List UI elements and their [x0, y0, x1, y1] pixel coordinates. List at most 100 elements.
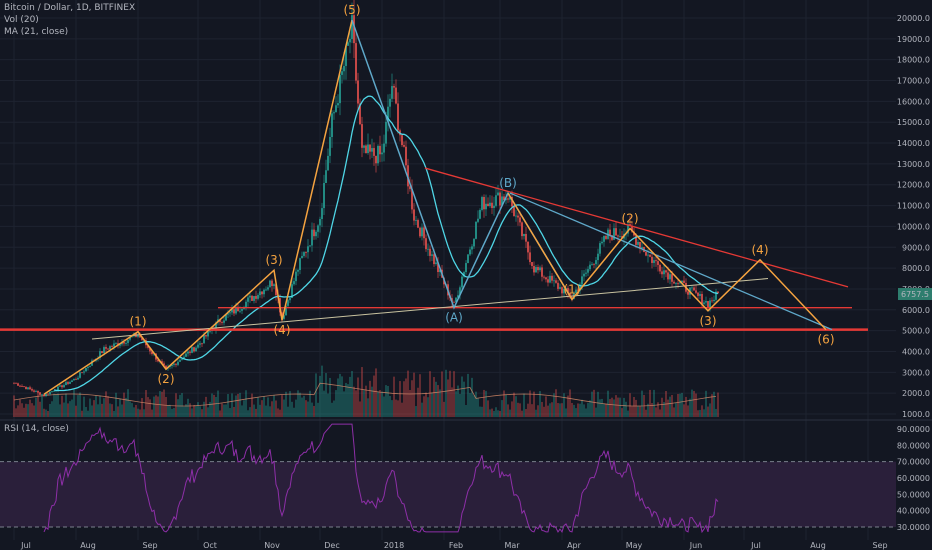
- volume-bar: [191, 408, 193, 417]
- volume-bar: [71, 399, 73, 417]
- volume-bar: [361, 367, 363, 417]
- candle-body: [311, 229, 313, 246]
- volume-bar: [331, 402, 333, 417]
- candle-body: [429, 248, 431, 256]
- volume-bar: [417, 387, 419, 417]
- volume-bar: [649, 389, 651, 417]
- candle-body: [119, 344, 121, 346]
- candle-body: [431, 254, 433, 256]
- volume-bar: [441, 371, 443, 417]
- volume-bar: [547, 405, 549, 417]
- candle-body: [699, 294, 701, 296]
- y-tick-label: 16000.0: [897, 97, 930, 106]
- volume-bar: [689, 398, 691, 417]
- volume-bar: [709, 403, 711, 417]
- volume-bar: [507, 404, 509, 417]
- volume-bar: [373, 375, 375, 417]
- volume-bar: [259, 404, 261, 417]
- volume-bar: [91, 405, 93, 417]
- rsi-tick-label: 70.0000: [897, 458, 930, 467]
- candle-body: [433, 254, 435, 265]
- volume-bar: [585, 408, 587, 417]
- volume-bar: [691, 389, 693, 417]
- volume-bar: [363, 389, 365, 417]
- volume-bar: [583, 404, 585, 417]
- volume-bar: [545, 396, 547, 417]
- volume-bar: [549, 403, 551, 417]
- candle-body: [237, 306, 239, 312]
- volume-bar: [497, 410, 499, 417]
- candle-body: [379, 145, 381, 155]
- candle-body: [85, 367, 87, 372]
- candle-body: [489, 202, 491, 207]
- volume-bar: [241, 405, 243, 417]
- volume-bar: [75, 405, 77, 417]
- candle-body: [559, 287, 561, 289]
- rsi-line: [43, 423, 719, 534]
- volume-bar: [599, 399, 601, 417]
- candle-body: [419, 227, 421, 237]
- candle-body: [717, 291, 719, 294]
- candle-body: [261, 291, 263, 295]
- candle-body: [359, 103, 361, 125]
- volume-bar: [333, 400, 335, 417]
- candle-body: [381, 152, 383, 155]
- volume-bar: [323, 390, 325, 417]
- candle-body: [365, 145, 367, 154]
- candle-body: [293, 281, 295, 285]
- volume-bar: [41, 395, 43, 417]
- volume-bar: [403, 381, 405, 417]
- volume-bar: [637, 405, 639, 417]
- candle-body: [499, 192, 501, 206]
- candle-body: [61, 385, 63, 388]
- volume-bar: [81, 410, 83, 417]
- candle-body: [27, 387, 29, 390]
- candle-body: [345, 45, 347, 66]
- candle-body: [17, 383, 19, 386]
- candle-body: [39, 392, 41, 395]
- volume-bar: [477, 398, 479, 417]
- volume-bar: [229, 408, 231, 417]
- candle-body: [285, 305, 287, 316]
- candle-body: [683, 280, 685, 283]
- volume-bar: [653, 389, 655, 417]
- volume-bar: [255, 408, 257, 417]
- volume-bar: [687, 405, 689, 417]
- y-tick-label: 18000.0: [897, 56, 930, 65]
- candle-body: [295, 271, 297, 282]
- candle-body: [539, 267, 541, 271]
- candle-body: [561, 287, 563, 294]
- volume-bar: [551, 402, 553, 417]
- candle-body: [251, 295, 253, 301]
- volume-bar: [275, 400, 277, 417]
- volume-bar: [559, 403, 561, 417]
- wave-label: (3): [700, 314, 717, 328]
- candle-body: [613, 228, 615, 240]
- volume-bar: [197, 402, 199, 417]
- candle-body: [505, 198, 507, 201]
- candle-body: [43, 394, 45, 396]
- volume-bar: [97, 404, 99, 417]
- candle-body: [57, 386, 59, 391]
- volume-bar: [335, 390, 337, 417]
- candle-body: [415, 220, 417, 221]
- candle-body: [161, 361, 163, 364]
- candle-body: [557, 282, 559, 289]
- volume-bar: [39, 401, 41, 417]
- candle-body: [199, 343, 201, 345]
- volume-bar: [301, 397, 303, 417]
- candle-body: [327, 155, 329, 171]
- volume-legend: Vol (20): [4, 15, 39, 25]
- candle-body: [89, 365, 91, 367]
- volume-bar: [713, 391, 715, 417]
- candle-body: [129, 337, 131, 340]
- volume-bar: [87, 410, 89, 417]
- rsi-14-line: [43, 423, 719, 534]
- x-tick-label: Aug: [80, 541, 96, 550]
- volume-bar: [15, 408, 17, 417]
- candle-body: [195, 347, 197, 352]
- volume-bar: [65, 393, 67, 417]
- volume-bar: [675, 402, 677, 417]
- wave-labels: (1) (2) (3) (4) (5) (1) (2) (3) (4) (6) (A) (B): [130, 3, 835, 386]
